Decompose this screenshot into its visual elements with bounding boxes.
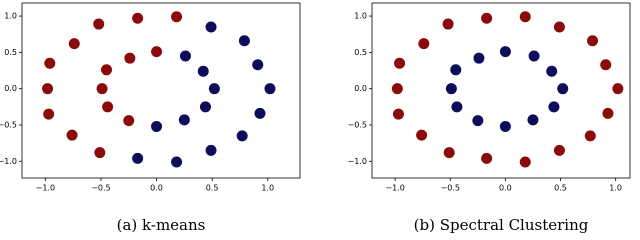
y-tick-label: 0.5 [4, 48, 17, 57]
scatter-point [254, 107, 266, 119]
scatter-point [238, 35, 250, 47]
scatter-point [442, 18, 454, 30]
scatter-point [499, 46, 511, 58]
scatter-point [553, 21, 565, 33]
scatter-point [481, 12, 493, 24]
axes-frame [371, 2, 631, 179]
scatter-point [42, 83, 54, 95]
scatter-point [252, 59, 264, 71]
scatter-point [179, 50, 191, 62]
scatter-point [96, 83, 108, 95]
scatter-point [443, 147, 455, 159]
scatter-point [600, 59, 612, 71]
scatter-point [132, 152, 144, 164]
caption: (b) Spectral Clustering [414, 216, 589, 234]
scatter-point [473, 52, 485, 64]
x-tick-label: 0.0 [150, 184, 163, 193]
y-tick-label: −0.5 [348, 120, 367, 129]
y-tick-label: −1.0 [348, 157, 367, 166]
scatter-point [527, 114, 539, 126]
scatter-point [208, 83, 220, 95]
scatter-point [151, 46, 163, 58]
axes-frame [21, 2, 301, 179]
scatter-point [94, 147, 106, 159]
scatter-point [101, 64, 113, 76]
scatter-point [557, 83, 569, 95]
scatter-point [472, 115, 484, 127]
y-tick-label: 0.0 [354, 84, 367, 93]
scatter-point [584, 130, 596, 142]
scatter-point [44, 57, 56, 69]
scatter-point [445, 83, 457, 95]
scatter-point [548, 101, 560, 113]
scatter-point [519, 156, 531, 168]
x-tick-label: 0.0 [499, 184, 512, 193]
scatter-point [450, 64, 462, 76]
scatter-point [68, 38, 80, 50]
scatter-point [391, 83, 403, 95]
scatter-point [102, 101, 114, 113]
scatter-point [66, 129, 78, 141]
x-tick-label: 1.0 [609, 184, 622, 193]
scatter-point [124, 52, 136, 64]
scatter-point [418, 38, 430, 50]
scatter-point [553, 144, 565, 156]
scatter-point [587, 35, 599, 47]
y-tick-label: 0.5 [354, 48, 367, 57]
y-tick-label: 1.0 [4, 12, 17, 21]
scatter-point [171, 11, 183, 23]
scatter-point [236, 130, 248, 142]
x-tick-label: −0.5 [441, 184, 460, 193]
scatter-point [264, 83, 276, 95]
scatter-point [392, 108, 404, 120]
scatter-point [43, 108, 55, 120]
scatter-point [528, 50, 540, 62]
scatter-point [602, 107, 614, 119]
scatter-point [171, 156, 183, 168]
x-tick-label: −1.0 [385, 184, 404, 193]
scatter-point [451, 101, 463, 113]
scatter-point [481, 152, 493, 164]
scatter-point [519, 11, 531, 23]
y-tick-label: −0.5 [0, 120, 17, 129]
scatter-point [394, 57, 406, 69]
scatter-point [416, 129, 428, 141]
y-tick-label: −1.0 [0, 157, 17, 166]
scatter-point [205, 144, 217, 156]
scatter-point [205, 21, 217, 33]
scatter-point [612, 83, 624, 95]
scatter-point [123, 115, 135, 127]
caption: (a) k-means [117, 216, 206, 234]
scatter-point [499, 120, 511, 132]
scatter-point [546, 65, 558, 77]
scatter-point [197, 65, 209, 77]
x-tick-label: 1.0 [261, 184, 274, 193]
x-tick-label: −0.5 [91, 184, 110, 193]
x-tick-label: 0.5 [206, 184, 219, 193]
scatter-point [178, 114, 190, 126]
scatter-point [199, 101, 211, 113]
scatter-point [93, 18, 105, 30]
scatter-point [151, 120, 163, 132]
x-tick-label: 0.5 [554, 184, 567, 193]
y-tick-label: 1.0 [354, 12, 367, 21]
scatter-point [132, 12, 144, 24]
x-tick-label: −1.0 [36, 184, 55, 193]
y-tick-label: 0.0 [4, 84, 17, 93]
